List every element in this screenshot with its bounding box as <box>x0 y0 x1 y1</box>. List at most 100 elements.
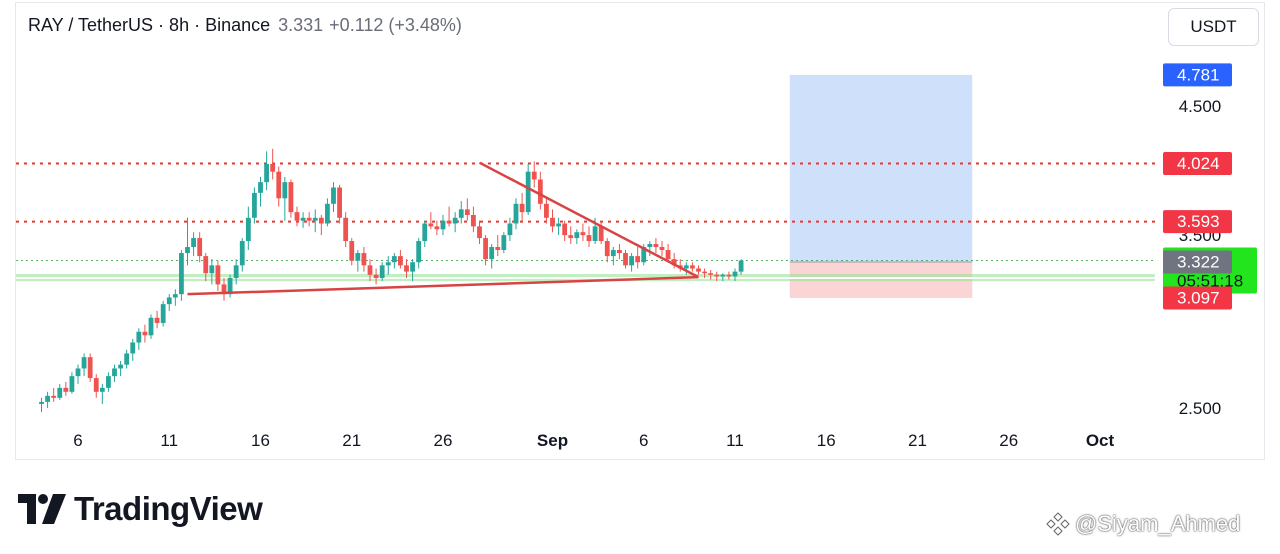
binance-square-icon <box>1046 512 1070 536</box>
candle-body <box>513 203 519 224</box>
candle-body <box>349 241 355 261</box>
candle-body <box>258 182 263 193</box>
header-price: 3.331 <box>278 15 324 35</box>
candle-body <box>385 262 391 266</box>
brand-name: TradingView <box>74 490 263 527</box>
candle-body <box>379 265 385 278</box>
candle-body <box>410 262 415 272</box>
triangle-upper-line <box>478 161 700 279</box>
candle-body <box>300 217 306 221</box>
candle-body <box>562 223 568 236</box>
candle-body <box>598 226 604 242</box>
candle-body <box>252 192 257 218</box>
x-tick-label: 6 <box>639 431 648 450</box>
candle-body <box>732 271 738 277</box>
candle-body <box>185 247 190 254</box>
candle-body <box>51 395 57 398</box>
candle-body <box>331 187 336 204</box>
candle-body <box>416 241 422 263</box>
candle-body <box>276 171 282 199</box>
candle-body <box>87 357 93 379</box>
candle-body <box>647 244 653 248</box>
candle-body <box>452 217 458 224</box>
candle-body <box>197 238 203 257</box>
candle-body <box>556 223 561 227</box>
candle-body <box>191 238 196 248</box>
candle-body <box>318 217 324 224</box>
price-label-text: 3.322 <box>1177 252 1220 271</box>
candle-body <box>154 317 160 323</box>
candle-body <box>671 259 677 266</box>
candle-body <box>696 268 701 272</box>
candle-body <box>507 223 513 236</box>
candle-body <box>440 220 446 230</box>
candle-body <box>683 265 689 269</box>
candle-body <box>623 253 628 266</box>
candle-body <box>239 241 245 266</box>
candle-body <box>130 342 136 354</box>
candle-body <box>81 357 87 369</box>
symbol-title[interactable]: RAY / TetherUS · 8h · Binance <box>28 15 271 35</box>
candle-body <box>428 223 434 227</box>
candle-body <box>106 376 111 388</box>
candle-body <box>142 331 148 336</box>
candle-body <box>464 209 470 215</box>
candle-body <box>483 238 488 260</box>
x-tick-label: Sep <box>537 431 568 450</box>
candle-body <box>659 247 665 251</box>
candle-body <box>367 265 373 275</box>
candle-body <box>501 235 507 251</box>
candle-body <box>580 232 586 236</box>
candle-body <box>63 387 69 392</box>
candle-body <box>586 235 592 242</box>
price-label-bg <box>1163 63 1232 87</box>
candle-body <box>702 271 707 274</box>
candle-body <box>209 265 215 274</box>
currency-button[interactable]: USDT <box>1168 8 1259 46</box>
candle-body <box>635 256 641 263</box>
candle-body <box>69 376 75 392</box>
candle-body <box>568 235 574 239</box>
chart-frame <box>15 2 1265 460</box>
y-tick-label: 2.500 <box>1179 399 1222 418</box>
candle-body <box>641 247 647 263</box>
candle-body <box>288 182 294 213</box>
candle-body <box>495 247 501 251</box>
x-tick-label: 26 <box>999 431 1018 450</box>
candle-body <box>519 203 525 213</box>
candle-body <box>179 253 184 295</box>
candle-body <box>99 387 105 392</box>
candle-body <box>477 226 482 239</box>
header-change: +0.112 (+3.48%) <box>329 15 462 35</box>
candle-body <box>221 284 227 295</box>
candle-body <box>270 163 276 172</box>
x-tick-label: Oct <box>1086 431 1115 450</box>
candle-body <box>610 250 616 257</box>
candle-body <box>203 256 209 274</box>
x-tick-label: 21 <box>908 431 927 450</box>
candle-body <box>361 253 367 266</box>
candle-body <box>282 182 288 199</box>
candle-body <box>343 217 349 242</box>
candle-body <box>227 277 233 295</box>
triangle-lower-line <box>187 275 699 296</box>
candle-body <box>398 256 403 266</box>
price-chart[interactable]: 6 11 16 21 26 Sep 6 11 16 21 26 Oct4.5003.5002.5004… <box>0 0 1280 470</box>
price-label-text: 3.097 <box>1177 288 1220 307</box>
candle-body <box>404 265 409 272</box>
candle-body <box>604 241 610 257</box>
candle-body <box>720 274 726 277</box>
candle-body <box>118 364 123 369</box>
candle-body <box>45 395 50 402</box>
candle-body <box>57 387 63 398</box>
candle-body <box>136 331 142 343</box>
price-label-bg <box>1163 151 1232 175</box>
candle-body <box>233 265 239 278</box>
candle-body <box>617 250 622 254</box>
candle-body <box>726 274 732 277</box>
x-tick-label: 16 <box>817 431 836 450</box>
candle-body <box>39 401 44 404</box>
x-tick-label: 26 <box>434 431 453 450</box>
candle-body <box>215 265 221 285</box>
tradingview-brand[interactable]: TradingView <box>18 490 263 528</box>
